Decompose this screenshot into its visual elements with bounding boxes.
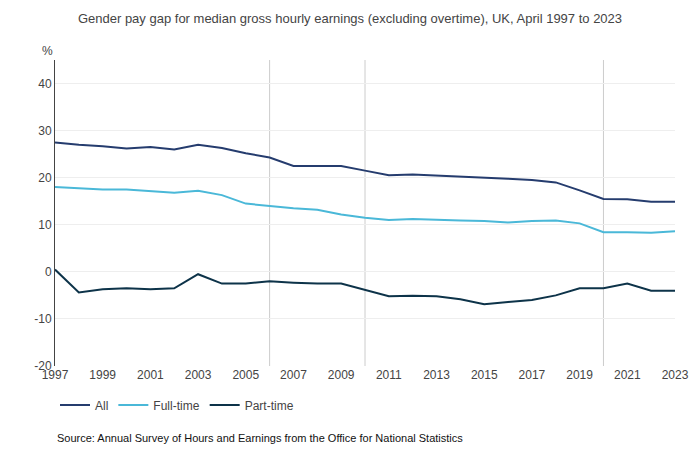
svg-text:1999: 1999 — [89, 368, 116, 382]
svg-text:40: 40 — [38, 77, 52, 91]
svg-text:Full-time: Full-time — [153, 399, 199, 413]
svg-text:2015: 2015 — [471, 368, 498, 382]
svg-text:Part-time: Part-time — [245, 399, 294, 413]
svg-text:Source: Annual Survey of Hours: Source: Annual Survey of Hours and Earni… — [57, 432, 463, 444]
svg-text:2013: 2013 — [423, 368, 450, 382]
svg-text:2005: 2005 — [232, 368, 259, 382]
svg-text:Gender pay gap for median gros: Gender pay gap for median gross hourly e… — [78, 11, 622, 26]
svg-text:2003: 2003 — [185, 368, 212, 382]
svg-text:-10: -10 — [34, 312, 52, 326]
svg-text:2019: 2019 — [566, 368, 593, 382]
svg-text:2023: 2023 — [662, 368, 689, 382]
svg-text:30: 30 — [38, 124, 52, 138]
svg-text:0: 0 — [45, 265, 52, 279]
svg-text:%: % — [42, 44, 53, 58]
svg-text:All: All — [95, 399, 108, 413]
svg-text:2009: 2009 — [328, 368, 355, 382]
svg-text:20: 20 — [38, 171, 52, 185]
svg-text:-20: -20 — [34, 359, 52, 373]
svg-text:2011: 2011 — [376, 368, 402, 382]
svg-text:1997: 1997 — [42, 368, 69, 382]
svg-text:10: 10 — [38, 218, 52, 232]
svg-text:2007: 2007 — [280, 368, 307, 382]
svg-text:2017: 2017 — [519, 368, 546, 382]
svg-text:2001: 2001 — [137, 368, 164, 382]
svg-text:2021: 2021 — [614, 368, 641, 382]
